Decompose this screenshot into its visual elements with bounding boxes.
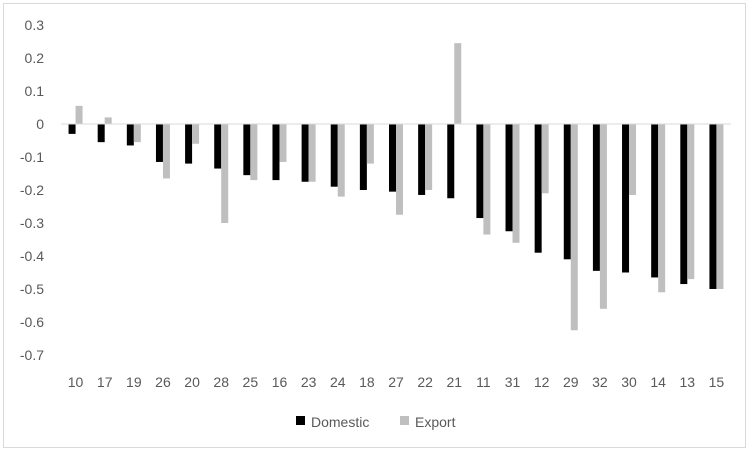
bar-domestic-11 <box>476 124 484 219</box>
bar-domestic-30 <box>622 124 630 273</box>
x-tick-label: 22 <box>417 374 433 390</box>
bar-export-16 <box>279 124 287 162</box>
x-tick-label: 28 <box>213 374 229 390</box>
bar-export-11 <box>483 124 491 235</box>
x-tick-label: 25 <box>243 374 259 390</box>
bar-domestic-19 <box>126 124 134 146</box>
bar-export-27 <box>396 124 403 215</box>
y-tick-label: 0 <box>36 116 44 132</box>
bar-domestic-18 <box>359 124 367 190</box>
bar-domestic-20 <box>185 124 193 164</box>
bar-export-15 <box>716 124 724 289</box>
y-tick-label: 0.1 <box>25 83 45 99</box>
bar-domestic-27 <box>389 124 396 192</box>
x-tick-label: 15 <box>709 374 725 390</box>
x-axis-tick-labels: 10 17 19 26 20 28 25 16 23 24 18 27 22 21 11 31 12 29 32 30… <box>68 374 725 390</box>
bar-export-26 <box>162 124 170 179</box>
x-tick-label: 11 <box>476 374 491 390</box>
bar-domestic-10 <box>68 124 76 134</box>
bar-export-20 <box>192 124 200 144</box>
bar-export-23 <box>308 124 316 182</box>
bar-domestic-12 <box>534 124 542 253</box>
y-axis-tick-labels: 0.3 0.2 0.1 0 -0.1 -0.2 -0.3 -0.4 -0.5 -0.6 -0.7 <box>20 17 44 363</box>
bar-domestic-28 <box>214 124 222 169</box>
bar-export-13 <box>687 124 695 280</box>
legend-swatch-export <box>400 416 409 425</box>
x-tick-label: 29 <box>563 374 579 390</box>
x-tick-label: 16 <box>272 374 288 390</box>
y-tick-label: -0.6 <box>20 314 44 330</box>
x-tick-label: 23 <box>301 374 317 390</box>
x-tick-label: 31 <box>505 374 521 390</box>
bar-export-22 <box>425 124 433 190</box>
x-tick-label: 10 <box>68 374 84 390</box>
x-tick-label: 32 <box>592 374 608 390</box>
y-tick-label: -0.3 <box>20 215 44 231</box>
bar-domestic-17 <box>97 124 105 143</box>
y-tick-label: -0.4 <box>20 248 44 264</box>
bar-domestic-24 <box>330 124 338 187</box>
bar-export-25 <box>250 124 258 181</box>
x-tick-label: 19 <box>126 374 142 390</box>
bar-domestic-29 <box>563 124 571 260</box>
bar-export-21 <box>454 43 462 124</box>
y-tick-label: 0.2 <box>25 50 45 66</box>
x-tick-label: 13 <box>680 374 696 390</box>
x-tick-label: 24 <box>330 374 346 390</box>
y-tick-label: -0.7 <box>20 347 44 363</box>
x-tick-label: 20 <box>184 374 200 390</box>
x-tick-label: 12 <box>534 374 550 390</box>
bar-domestic-13 <box>680 124 688 285</box>
y-tick-label: 0.3 <box>25 17 45 33</box>
x-tick-label: 17 <box>97 374 113 390</box>
bar-domestic-25 <box>243 124 251 176</box>
bar-domestic-26 <box>155 124 163 162</box>
bar-export-19 <box>133 124 141 143</box>
legend-swatch-domestic <box>296 416 305 425</box>
bar-export-29 <box>570 124 578 331</box>
x-tick-label: 14 <box>650 374 666 390</box>
bar-export-30 <box>629 124 637 195</box>
bar-domestic-22 <box>418 124 426 195</box>
y-tick-label: -0.2 <box>20 182 44 198</box>
bar-export-31 <box>512 124 520 243</box>
bar-domestic-23 <box>301 124 309 182</box>
bar-domestic-32 <box>592 124 600 271</box>
bar-export-18 <box>366 124 374 164</box>
bars <box>68 43 724 331</box>
x-tick-label: 21 <box>446 374 462 390</box>
bar-domestic-14 <box>651 124 659 278</box>
x-tick-label: 27 <box>388 374 404 390</box>
x-tick-label: 18 <box>359 374 375 390</box>
bar-export-24 <box>337 124 345 197</box>
y-tick-label: -0.5 <box>20 281 44 297</box>
bar-export-10 <box>75 105 83 124</box>
x-tick-label: 26 <box>155 374 171 390</box>
bar-domestic-21 <box>447 124 455 199</box>
bar-export-17 <box>104 117 112 124</box>
bar-export-32 <box>599 124 607 309</box>
legend-label-export: Export <box>415 414 456 430</box>
bar-domestic-15 <box>709 124 717 289</box>
legend: Domestic Export <box>296 414 456 430</box>
bar-export-28 <box>221 124 229 223</box>
legend-label-domestic: Domestic <box>311 414 369 430</box>
x-tick-label: 30 <box>621 374 637 390</box>
bar-domestic-31 <box>505 124 513 232</box>
bar-export-14 <box>658 124 666 293</box>
bar-domestic-16 <box>272 124 280 181</box>
y-tick-label: -0.1 <box>20 149 44 165</box>
bar-export-12 <box>541 124 549 194</box>
